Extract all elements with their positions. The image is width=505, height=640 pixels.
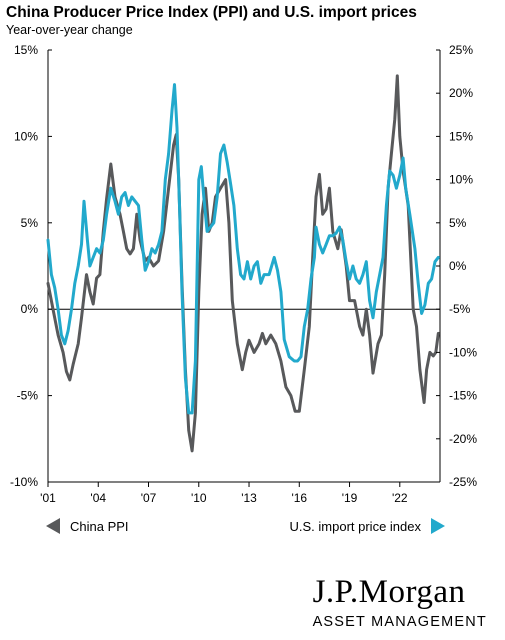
logo-wordmark: J.P.Morgan	[312, 574, 466, 610]
x-tick-label: '22	[392, 491, 408, 505]
left-tick-label: -5%	[17, 389, 39, 403]
logo-tagline: ASSET MANAGEMENT	[312, 614, 487, 630]
china-ppi-line	[46, 74, 440, 453]
right-tick-label: 15%	[449, 129, 473, 143]
left-tick-label: 5%	[21, 216, 39, 230]
x-tick-label: '04	[90, 491, 106, 505]
right-tick-label: 10%	[449, 173, 473, 187]
x-tick-label: '10	[191, 491, 207, 505]
legend-china-ppi: China PPI	[46, 518, 129, 534]
right-tick-label: 0%	[449, 259, 467, 273]
left-tick-label: -10%	[10, 475, 38, 489]
chart-subtitle: Year-over-year change	[6, 23, 133, 37]
right-tick-label: -10%	[449, 345, 477, 359]
legend-marker-us-import	[431, 518, 445, 534]
x-tick-label: '16	[291, 491, 307, 505]
chart-title: China Producer Price Index (PPI) and U.S…	[6, 4, 417, 21]
right-tick-label: -20%	[449, 432, 477, 446]
legend-label-china-ppi: China PPI	[70, 518, 129, 534]
left-tick-label: 0%	[21, 302, 39, 316]
x-tick-label: '01	[40, 491, 56, 505]
x-tick-label: '13	[241, 491, 257, 505]
legend-marker-china-ppi	[46, 518, 60, 534]
left-tick-label: 10%	[14, 129, 38, 143]
right-tick-label: 5%	[449, 216, 467, 230]
us-import-price-line	[46, 83, 440, 415]
x-tick-label: '19	[342, 491, 358, 505]
legend-us-import: U.S. import price index	[289, 518, 445, 534]
chart-area: -10% -5% 0% 5% 10% 15% -25% -20% -15% -10% -5% 0% 5%…	[10, 43, 477, 505]
right-tick-label: -25%	[449, 475, 477, 489]
x-tick-label: '07	[141, 491, 157, 505]
legend-label-us-import: U.S. import price index	[289, 518, 422, 534]
right-tick-label: 20%	[449, 86, 473, 100]
left-tick-label: 15%	[14, 43, 38, 57]
right-tick-label: -15%	[449, 389, 477, 403]
jpmorgan-logo: J.P.Morgan ASSET MANAGEMENT	[313, 574, 487, 630]
right-tick-label: -5%	[449, 302, 471, 316]
right-tick-label: 25%	[449, 43, 473, 57]
